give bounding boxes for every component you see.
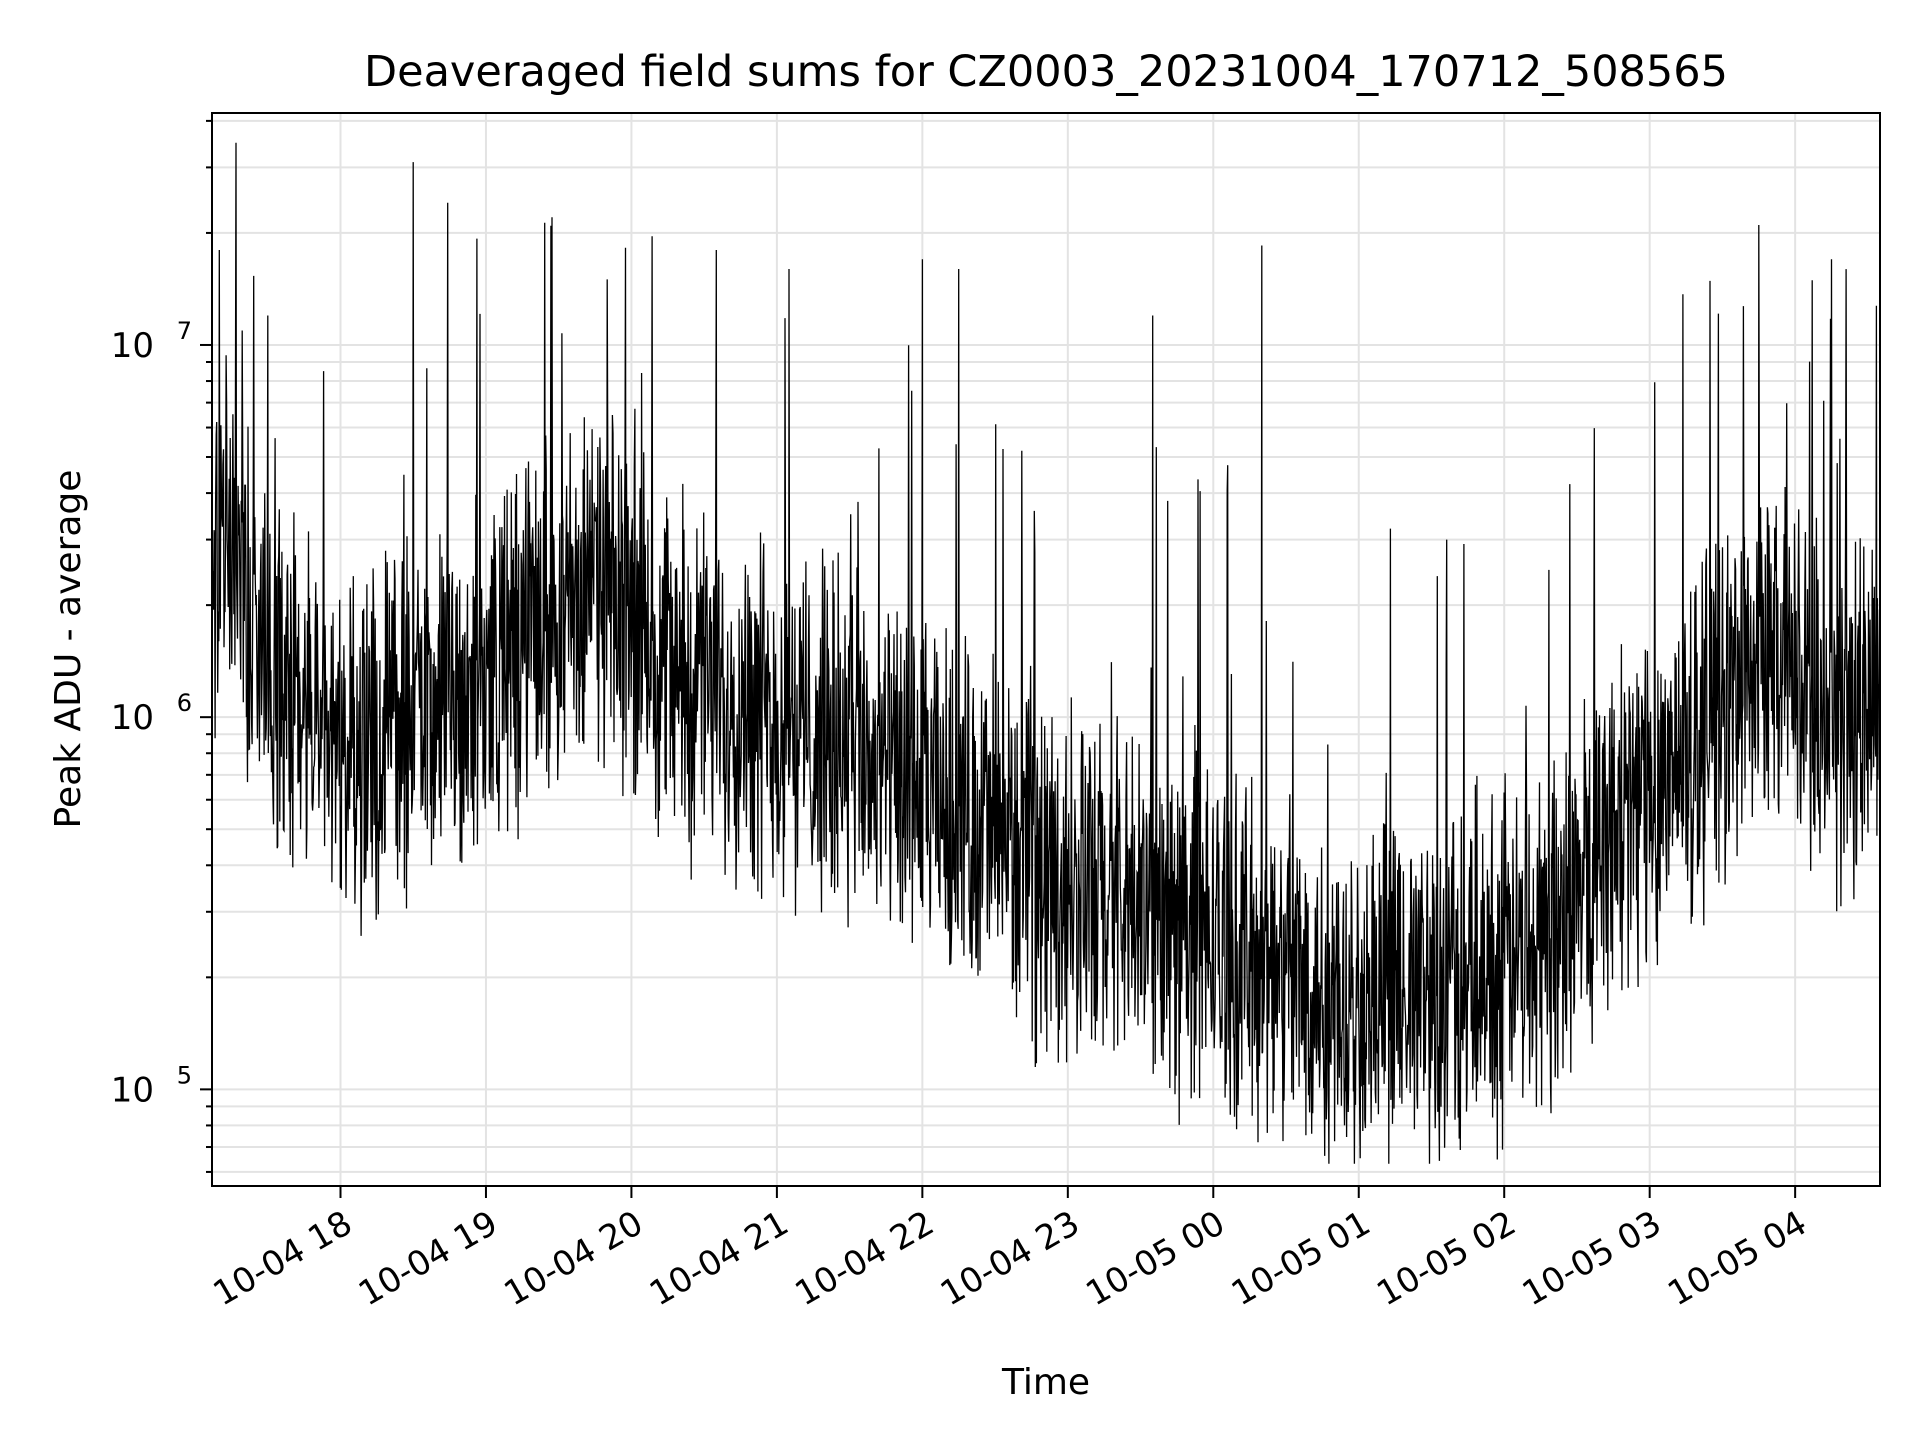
y-tick-base: 10 xyxy=(111,326,154,366)
x-axis-label: Time xyxy=(1001,1362,1090,1403)
plot-frame xyxy=(211,112,1881,1187)
data-series xyxy=(211,142,1881,1164)
y-tick-label: 10 xyxy=(111,698,154,738)
y-tick-label: 10 xyxy=(111,1070,154,1110)
y-tick-label: 10 xyxy=(111,326,154,366)
y-axis-ticks: 10 5 10 6 10 7 xyxy=(111,119,212,1173)
y-tick-base: 10 xyxy=(111,698,154,738)
y-tick-exponent: 5 xyxy=(177,1061,192,1089)
chart-title: Deaveraged field sums for CZ0003_2023100… xyxy=(364,47,1728,97)
y-tick-base: 10 xyxy=(111,1070,154,1110)
series-line xyxy=(211,142,1881,1164)
y-tick-exponent: 7 xyxy=(177,317,192,345)
y-tick-exponent: 6 xyxy=(177,689,192,717)
y-axis-label: Peak ADU - average xyxy=(48,470,89,829)
